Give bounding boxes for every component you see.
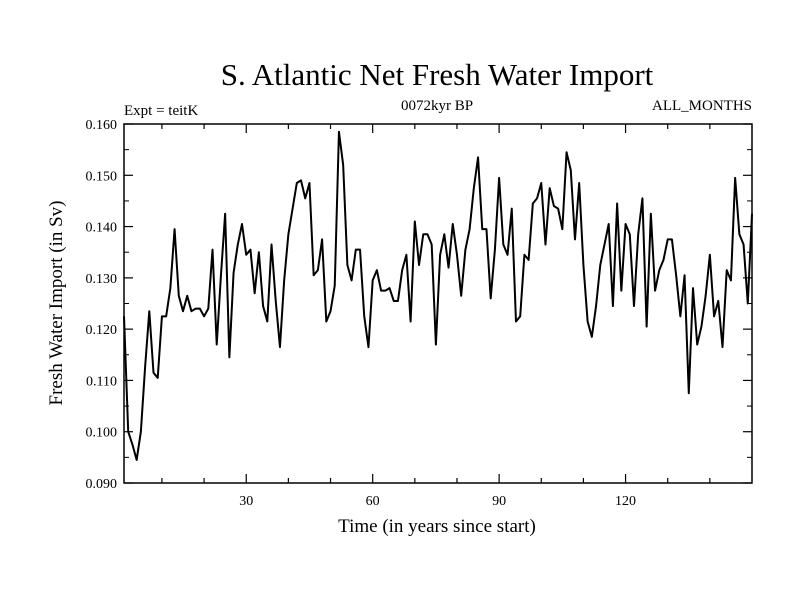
- x-axis: 30 60 90 120: [161, 124, 711, 509]
- period-label: 0072kyr BP: [401, 98, 473, 114]
- x-tick-label: 60: [366, 494, 380, 509]
- y-tick-label: 0.130: [86, 272, 118, 287]
- months-label: ALL_MONTHS: [652, 98, 752, 114]
- chart-title: S. Atlantic Net Fresh Water Import: [221, 57, 654, 92]
- x-tick-label: 90: [492, 494, 506, 509]
- y-axis: 0.090 0.100 0.110 0.120 0.130 0.140 0.150 0.160: [86, 118, 752, 492]
- x-axis-label: Time (in years since start): [338, 516, 536, 537]
- y-tick-label: 0.140: [86, 221, 118, 236]
- y-tick-label: 0.110: [86, 374, 117, 389]
- y-tick-label: 0.090: [86, 477, 118, 492]
- experiment-label: Expt = teitK: [124, 103, 198, 119]
- plot-frame: [123, 123, 753, 484]
- y-tick-label: 0.100: [86, 426, 118, 441]
- y-tick-label: 0.120: [86, 323, 118, 338]
- x-tick-label: 120: [615, 494, 636, 509]
- series-line: [123, 130, 753, 461]
- y-tick-label: 0.150: [86, 169, 118, 184]
- x-tick-label: 30: [239, 494, 253, 509]
- y-tick-label: 0.160: [86, 118, 118, 133]
- y-axis-label: Fresh Water Import (in Sv): [46, 201, 67, 406]
